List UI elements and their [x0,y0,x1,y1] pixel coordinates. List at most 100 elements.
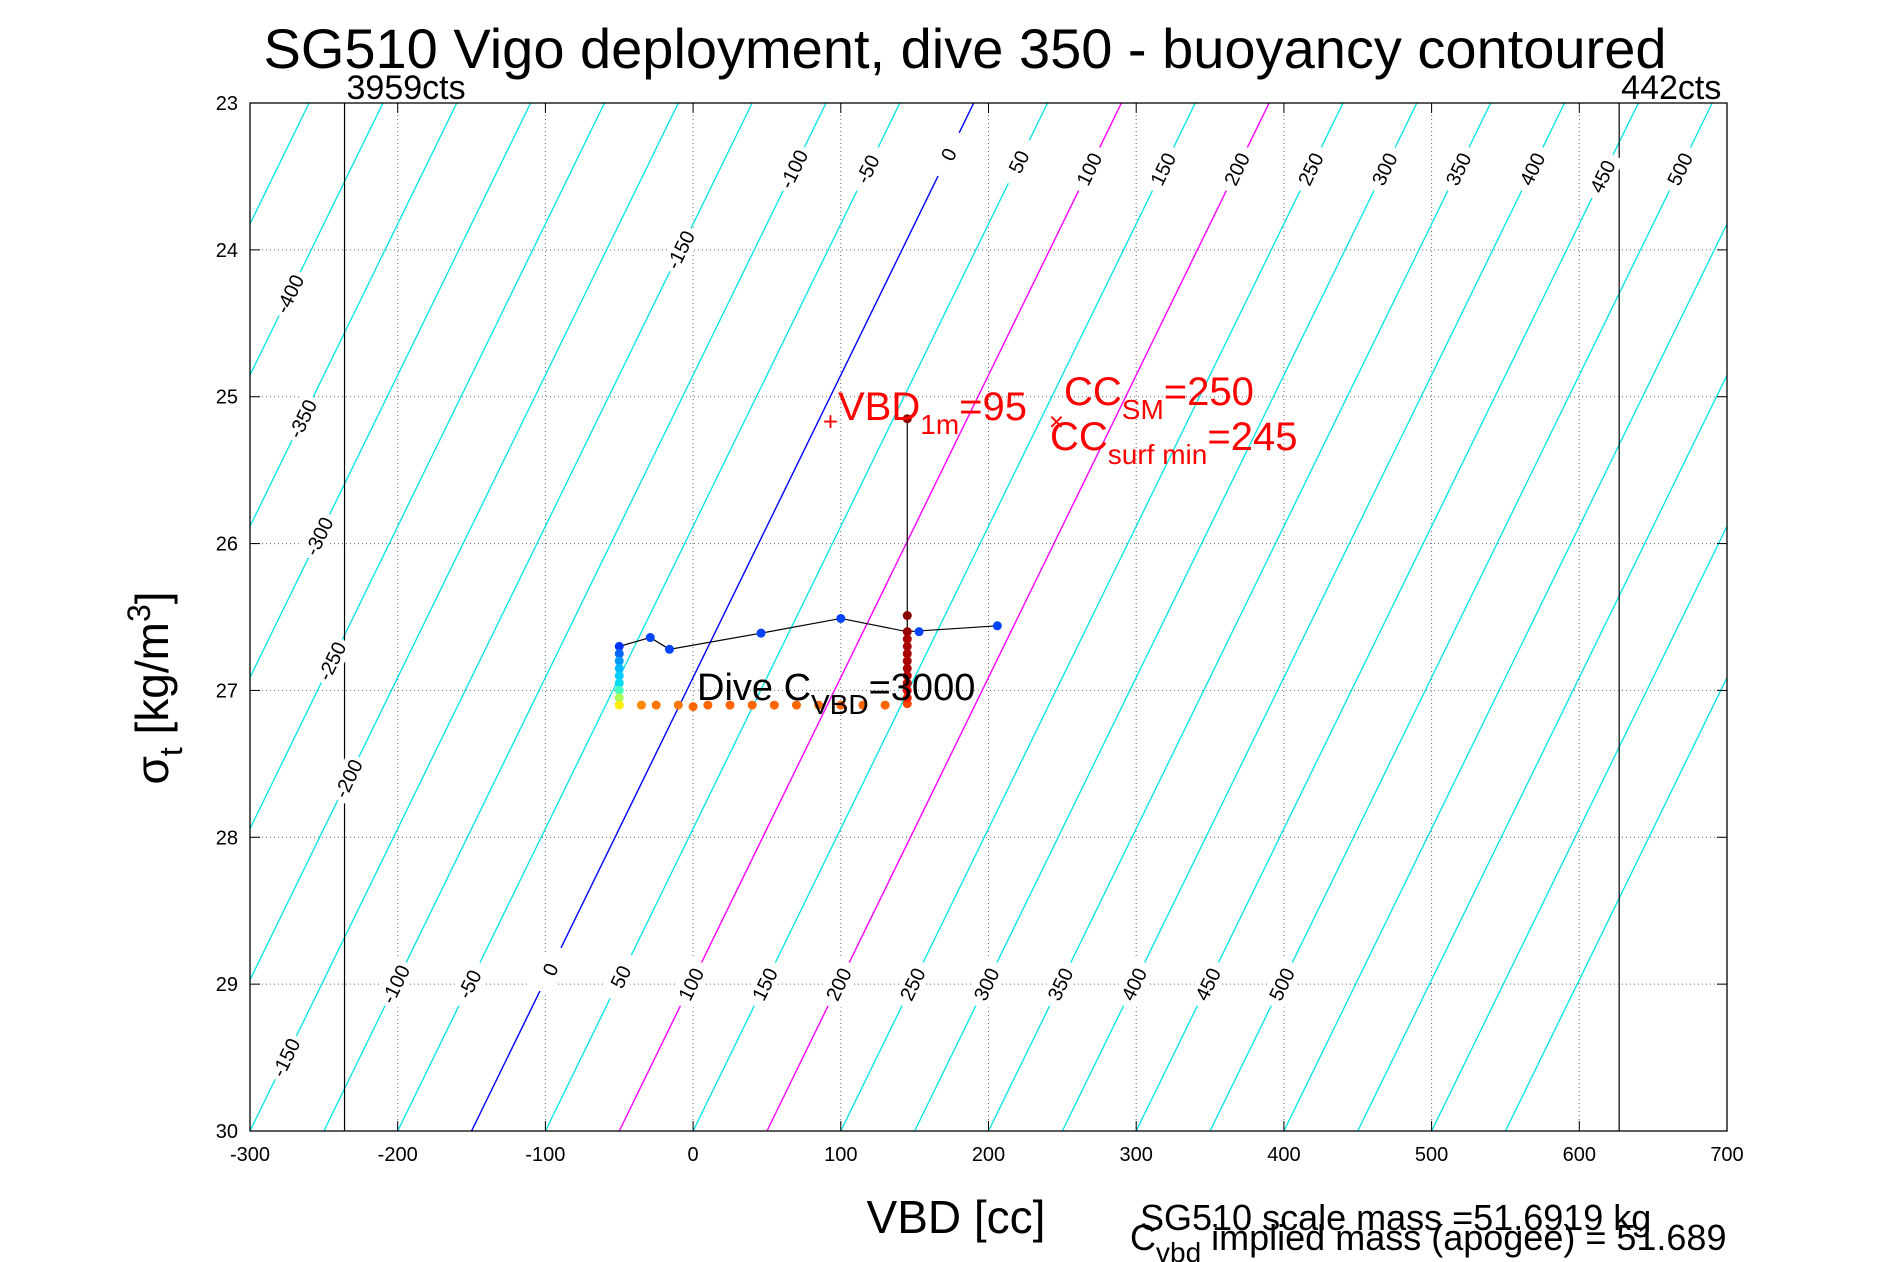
vbd1m-marker: + [823,407,838,437]
contour-line [1504,675,1727,1131]
data-point [651,700,661,710]
data-point [747,700,757,710]
data-point [614,656,624,666]
y-tick-label: 24 [216,240,238,262]
data-point [902,414,912,424]
data-point [836,700,846,710]
chart-title: SG510 Vigo deployment, dive 350 - buoyan… [263,17,1666,80]
y-tick-label: 26 [216,534,238,556]
data-point [614,671,624,681]
y-axis-label-rest: [kg/m [126,622,178,747]
x-axis-label: VBD [cc] [867,1191,1046,1243]
data-point [664,644,674,654]
ccsurf-annotation: CCsurf min=245 [1050,415,1297,470]
contour-label-bg [817,957,861,1011]
contour-label-bg [281,391,324,446]
contour-label-bg [1038,957,1082,1011]
contour-label-bg [1363,142,1406,196]
contour-line [0,103,235,1131]
y-tick-label: 29 [216,974,238,996]
contour-label-bg [448,957,491,1011]
contour-label-bg [297,509,341,564]
data-point [992,621,1002,631]
contour-label-bg [327,751,370,806]
contour-label-bg [264,1030,308,1085]
labels-layer: -400-350-300-250-200-150-100 -50 0 50 100 150… [264,69,1721,1085]
data-point [614,693,624,703]
x-tick-label: 400 [1267,1144,1300,1166]
x-tick-label: 300 [1120,1144,1153,1166]
contour-label-bg [669,957,713,1011]
contour-label-bg [374,957,417,1011]
y-axis-label-close: ] [126,591,178,604]
contour-line [250,103,458,528]
contour-line [1209,103,1713,1131]
data-point [614,663,624,673]
x-tick-label: 500 [1415,1144,1448,1166]
contour-line [397,103,901,1131]
x-tick-label: 0 [688,1144,699,1166]
data-point [902,641,912,651]
y-axis-label: σt [kg/m3] [121,591,189,784]
contour-label-bg [1658,142,1702,196]
data-point [858,700,868,710]
data-point [902,611,912,621]
implied-mass-note: Cvbd implied mass (apogee) = 51.689 [1130,1217,1726,1262]
contour-line [692,103,1196,1131]
contour-label-bg [1112,957,1156,1011]
contour-line [1061,103,1566,1131]
contour-line [1431,524,1727,1131]
data-point [902,649,912,659]
contour-label-bg [846,142,889,196]
contour-line [1135,103,1639,1131]
y-tick-label: 23 [216,93,238,115]
data-point [725,700,735,710]
x-tick-label: -300 [230,1144,270,1166]
contour-line [323,103,827,1131]
contour-label-bg [310,634,354,688]
contour-line [250,103,679,982]
limit-line-label: 3959cts [347,69,466,107]
svg-text:σt [kg/m3]: σt [kg/m3] [121,591,189,784]
contour-line [0,103,88,1131]
x-tick-label: -200 [378,1144,418,1166]
contour-label-bg [965,957,1008,1011]
dive-cvbd-annotation: Dive CVBD=3000 [697,667,975,720]
contour-label-bg [1510,142,1554,196]
y-axis-label-base: σ [126,756,178,784]
data-point [769,700,779,710]
scale-mass-note: SG510 scale mass =51.6919 kg [1140,1197,1651,1238]
ccsm-marker: × [1049,407,1064,437]
implied-mass-base: C [1130,1217,1156,1258]
contour-label-bg [997,134,1041,189]
contour-line [1283,222,1727,1131]
contour-line [618,103,1123,1131]
y-tick-label: 27 [216,680,238,702]
y-axis-label-sup: 3 [121,604,157,622]
y-axis-label-sub: t [153,747,189,756]
x-tick-label: 600 [1563,1144,1596,1166]
data-point [614,649,624,659]
data-point [902,627,912,637]
data-point [614,685,624,695]
data-point [645,633,655,643]
contour-label-bg [1260,957,1304,1011]
x-tick-label: 700 [1710,1144,1743,1166]
data-point [673,700,683,710]
data-point [902,656,912,666]
ccsm-annotation: CCSM=250 [1064,370,1254,425]
contour-label-bg [1289,142,1333,196]
contour-line [0,103,14,1131]
data-point [614,700,624,710]
contour-line [914,103,1418,1131]
data-layer [343,103,1620,1131]
data-point [880,700,890,710]
implied-mass-sub: vbd [1156,1237,1201,1262]
contour-label-bg [927,127,970,182]
series-path-line [618,617,998,706]
contour-label-bg [743,957,787,1011]
x-tick-label: 100 [824,1144,857,1166]
data-point [756,628,766,638]
contour-lines [0,103,1727,1131]
contour-line [250,103,606,831]
